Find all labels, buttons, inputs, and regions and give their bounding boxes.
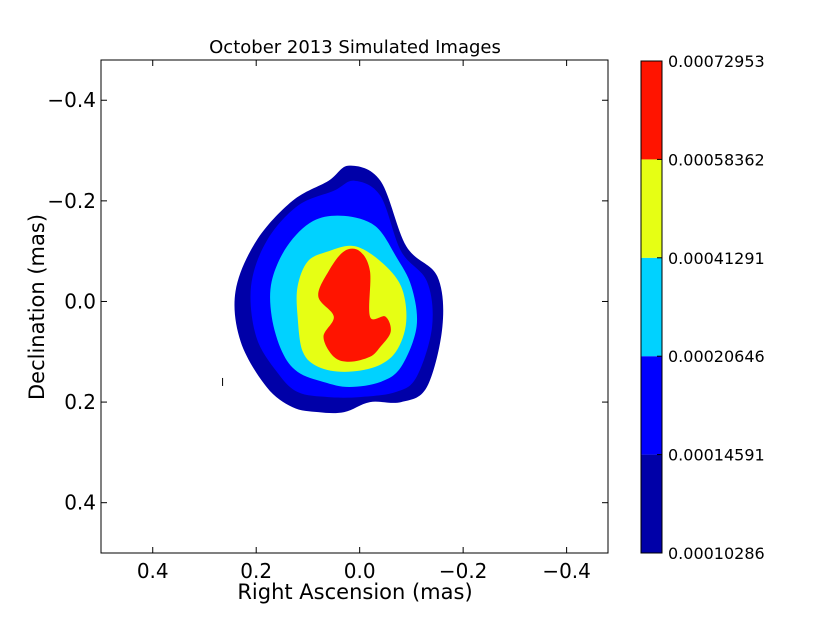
colorbar-segment: [641, 257, 662, 357]
y-tick-label: 0.4: [64, 491, 96, 515]
x-tick-label: −0.2: [439, 559, 488, 583]
x-tick-label: 0.2: [240, 559, 272, 583]
colorbar-tick-label: 0.00010286: [668, 544, 765, 563]
y-tick-label: −0.2: [47, 189, 96, 213]
contour-level-5: [318, 248, 391, 362]
speck-mark: [222, 377, 224, 386]
colorbar: 0.00010286 0.00014591 0.00020646 0.00041291…: [640, 52, 765, 563]
colorbar-segment: [641, 61, 662, 160]
x-tick-label: 0.4: [137, 559, 169, 583]
y-tick-label: 0.0: [64, 289, 96, 313]
plot-frame: [100, 59, 609, 554]
colorbar-tick-label: 0.00041291: [668, 249, 765, 268]
colorbar-frame: [640, 60, 663, 554]
y-tick-label: 0.2: [64, 390, 96, 414]
colorbar-segment: [641, 159, 662, 258]
y-axis-label: Declination (mas): [25, 214, 49, 400]
x-tick-label: 0.0: [344, 559, 376, 583]
contour-plot-area: [222, 165, 444, 414]
x-axis: 0.4 0.2 0.0 −0.2 −0.4: [137, 60, 591, 583]
y-axis: −0.4 −0.2 0.0 0.2 0.4: [47, 88, 608, 515]
x-tick-label: −0.4: [542, 559, 591, 583]
colorbar-tick-label: 0.00014591: [668, 446, 765, 465]
colorbar-segment: [641, 356, 662, 455]
y-tick-label: −0.4: [47, 88, 96, 112]
chart-title: October 2013 Simulated Images: [209, 37, 501, 58]
x-axis-label: Right Ascension (mas): [237, 580, 472, 604]
colorbar-tick-label: 0.00020646: [668, 347, 765, 366]
colorbar-tick-label: 0.00058362: [668, 150, 765, 169]
colorbar-tick-label: 0.00072953: [668, 52, 765, 71]
colorbar-segment: [641, 454, 662, 553]
